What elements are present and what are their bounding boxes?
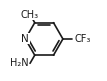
Text: H₂N: H₂N <box>10 58 28 68</box>
Text: N: N <box>22 34 29 44</box>
Text: CH₃: CH₃ <box>21 10 39 20</box>
Text: CF₃: CF₃ <box>75 34 91 44</box>
